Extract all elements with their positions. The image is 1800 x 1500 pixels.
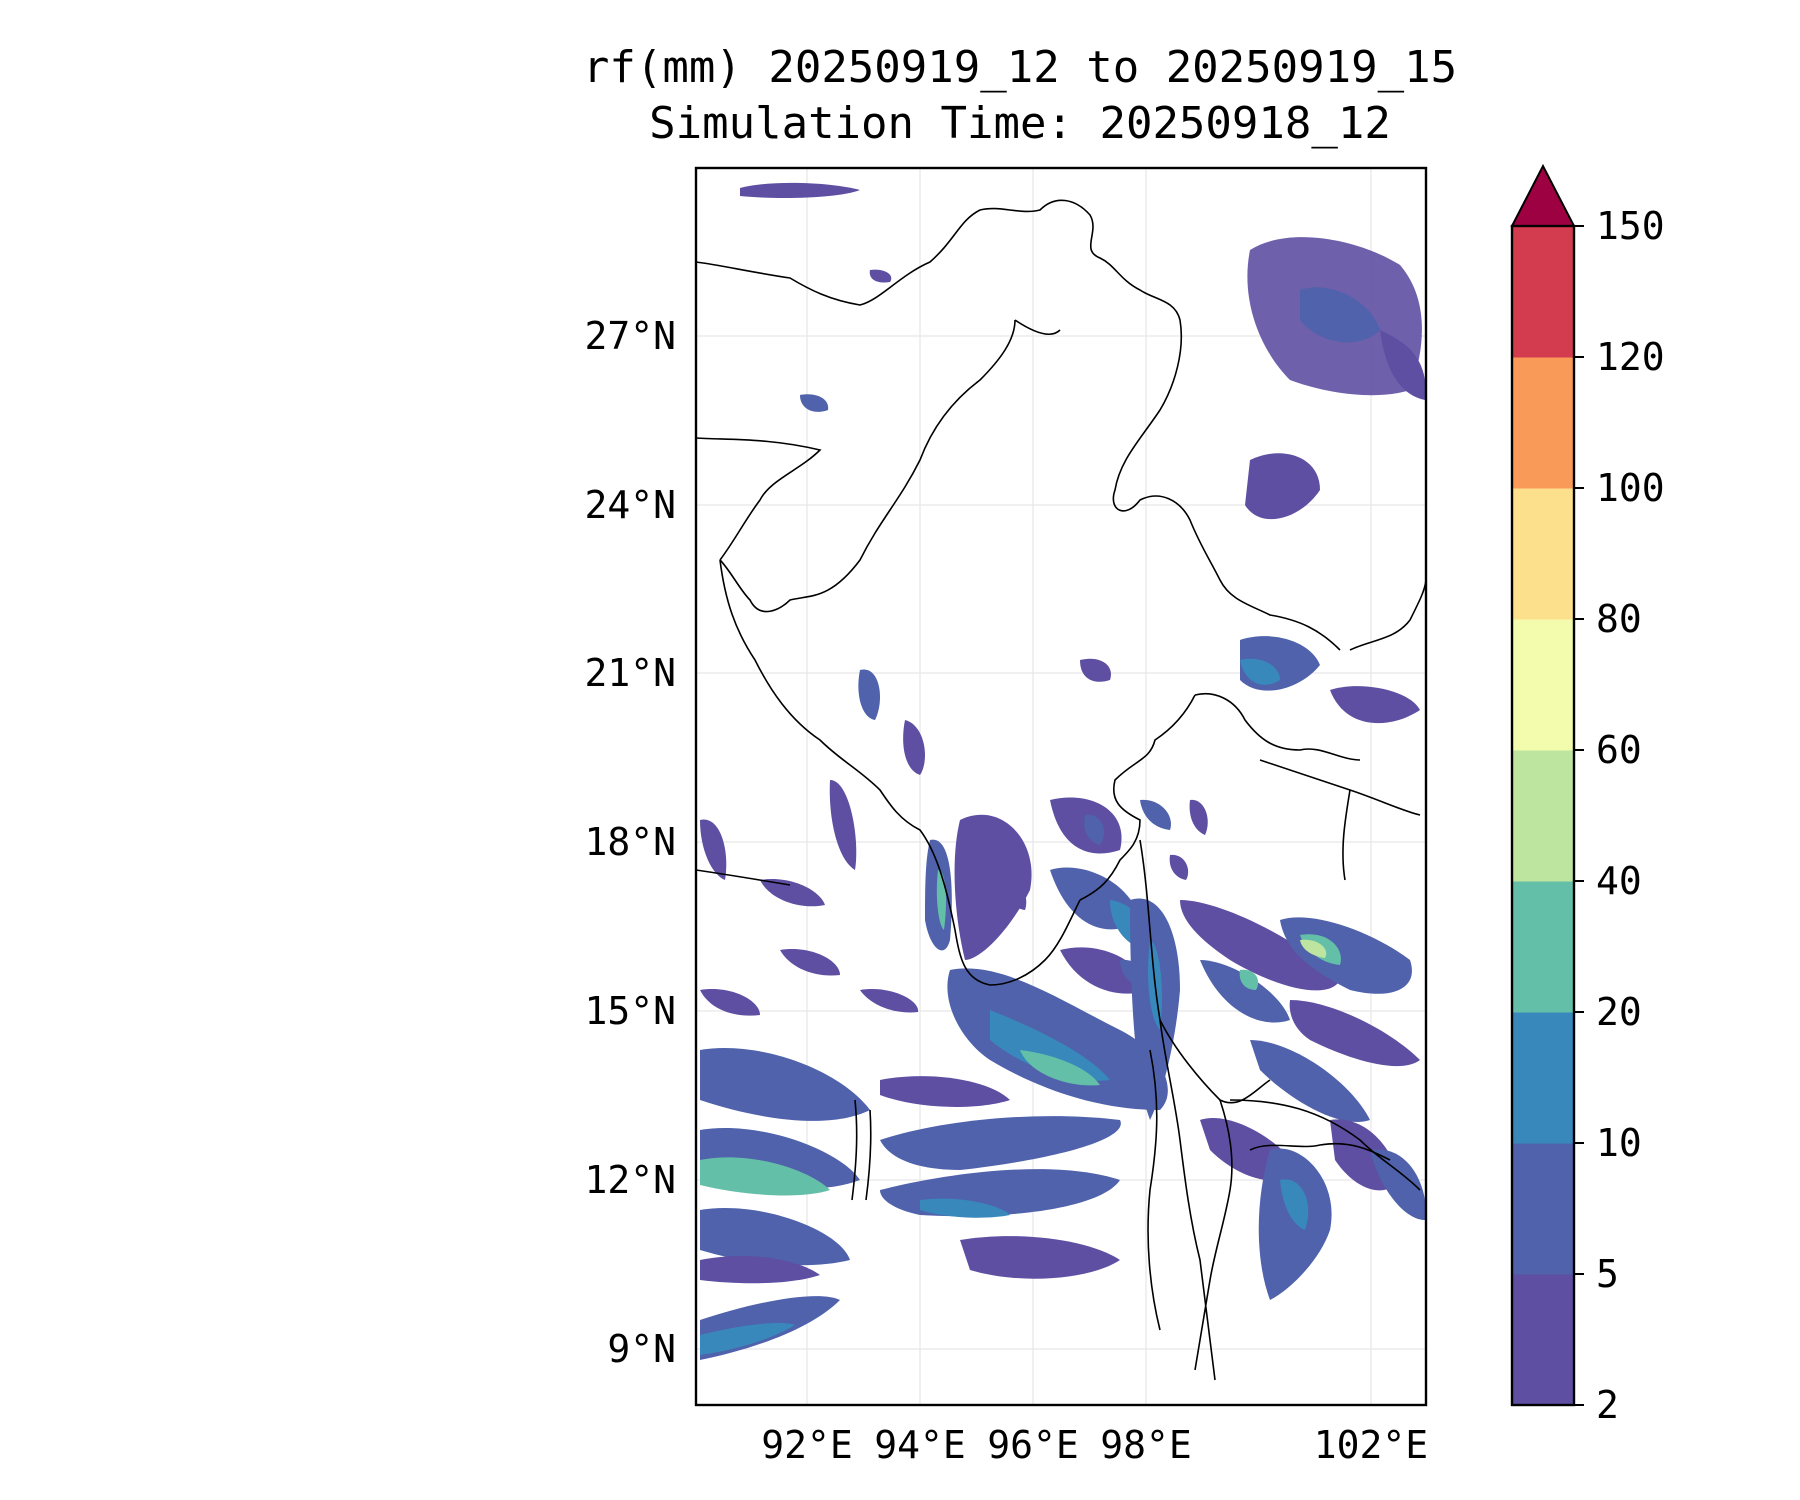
colorbar-segment xyxy=(1512,619,1574,751)
lon-tick-label: 94°E xyxy=(874,1423,966,1467)
colorbar-tick-label: 10 xyxy=(1596,1121,1642,1165)
chart-title-line1: rf(mm) 20250919_12 to 20250919_15 xyxy=(582,42,1458,93)
colorbar-tick-label: 150 xyxy=(1596,204,1665,248)
colorbar-tick-label: 80 xyxy=(1596,597,1642,641)
colorbar-segments xyxy=(1512,226,1574,1406)
colorbar: 2 5 10 20 40 60 80 100 120 150 xyxy=(1510,163,1665,1427)
map-frame xyxy=(694,166,1428,1407)
lat-tick-label: 9°N xyxy=(607,1327,676,1371)
colorbar-extend-arrow xyxy=(1510,163,1576,227)
lon-tick-label: 98°E xyxy=(1100,1423,1192,1467)
lat-tick-label: 27°N xyxy=(584,314,676,358)
colorbar-tick-label: 120 xyxy=(1596,335,1665,379)
colorbar-frame xyxy=(1510,224,1576,1407)
colorbar-tick-label: 20 xyxy=(1596,990,1642,1034)
lon-tick-label: 92°E xyxy=(761,1423,853,1467)
colorbar-tick-label: 5 xyxy=(1596,1252,1619,1296)
chart-title-line2: Simulation Time: 20250918_12 xyxy=(649,98,1391,149)
colorbar-segment xyxy=(1512,881,1574,1013)
colorbar-segment xyxy=(1512,226,1574,358)
colorbar-segment xyxy=(1512,357,1574,489)
colorbar-segment xyxy=(1512,1012,1574,1144)
lon-tick-label: 102°E xyxy=(1314,1423,1428,1467)
lat-tick-label: 21°N xyxy=(584,651,676,695)
lat-tick-label: 24°N xyxy=(584,483,676,527)
lon-tick-label: 96°E xyxy=(987,1423,1079,1467)
colorbar-ticks: 2 5 10 20 40 60 80 100 120 150 xyxy=(1574,204,1665,1427)
colorbar-segment xyxy=(1512,1274,1574,1406)
colorbar-segment xyxy=(1512,1143,1574,1275)
map-panel: 27°N 24°N 21°N 18°N 15°N 12°N 9°N 92°E 94°E 96°E 9… xyxy=(584,166,1428,1467)
colorbar-tick-label: 40 xyxy=(1596,859,1642,903)
lat-tick-label: 15°N xyxy=(584,989,676,1033)
colorbar-tick-label: 60 xyxy=(1596,728,1642,772)
colorbar-tick-label: 100 xyxy=(1596,466,1665,510)
lat-tick-label: 12°N xyxy=(584,1158,676,1202)
coastlines-borders xyxy=(696,199,1426,1381)
map-axis-ticks: 27°N 24°N 21°N 18°N 15°N 12°N 9°N 92°E 94°E 96°E 9… xyxy=(584,314,1428,1467)
colorbar-segment xyxy=(1512,488,1574,620)
lat-tick-label: 18°N xyxy=(584,820,676,864)
colorbar-segment xyxy=(1512,750,1574,882)
colorbar-tick-label: 2 xyxy=(1596,1383,1619,1427)
